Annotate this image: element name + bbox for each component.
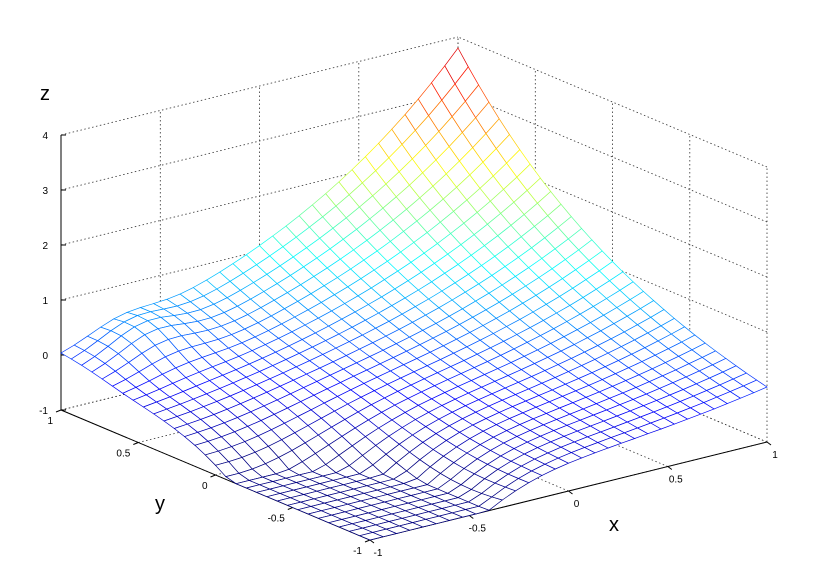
x-axis-label: x [609,514,619,536]
y-tick-label: 1 [47,416,53,427]
z-tick-label: -1 [39,406,48,417]
x-tick-mark [568,490,573,495]
x-tick-mark [766,441,772,446]
y-tick-label: -1 [353,546,362,557]
x-tick-label: -1 [374,548,383,559]
y-axis-label: y [155,493,165,515]
surface-patch [742,379,768,394]
y-tick-label: 0 [202,481,208,492]
x-tick-label: -0.5 [469,524,487,535]
y-tick-label: -0.5 [268,514,286,525]
z-tick-label: 2 [42,241,48,252]
z-tick-label: 4 [42,131,48,142]
y-tick-mark [364,539,371,543]
x-tick-label: 0.5 [669,475,683,486]
x-tick-label: 0 [574,499,580,510]
z-tick-label: 0 [42,351,48,362]
x-tick-mark [468,515,474,519]
x-tick-label: 1 [772,450,778,461]
y-tick-mark [287,507,293,510]
x-tick-mark [369,539,375,544]
z-tick-label: 3 [42,186,48,197]
y-tick-mark [133,442,139,445]
z-tick-label: 1 [42,296,48,307]
y-tick-mark [210,474,216,478]
x-tick-mark [667,466,673,470]
wall-gridline [60,36,459,136]
surface-mesh [60,47,768,541]
wall-gridline [60,91,459,191]
z-axis-label: z [40,83,50,105]
y-tick-label: 0.5 [116,449,130,460]
y-tick-mark [55,409,62,413]
